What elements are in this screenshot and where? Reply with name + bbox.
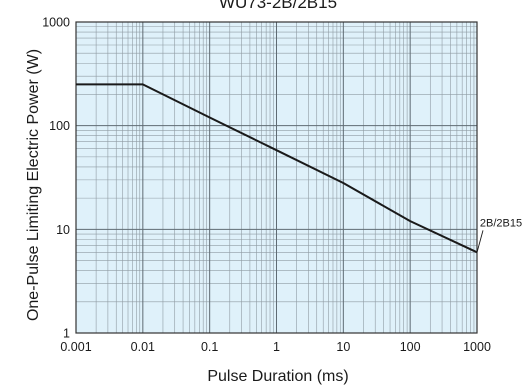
y-axis-title: One-Pulse Limiting Electric Power (W) [25,49,42,321]
y-axis-ticks: 1 10 100 1000 [42,16,70,341]
series-label-leader [476,230,484,253]
y-tick-label: 1000 [42,16,70,30]
y-tick-label: 10 [56,223,70,237]
y-tick-label: 100 [49,119,70,133]
x-tick-label: 0.1 [201,340,218,354]
plot-frame [75,21,478,334]
series-layer: 2B/2B15 [76,83,522,254]
series-label: 2B/2B15 [480,217,522,229]
x-tick-label: 100 [400,340,421,354]
series-line [76,83,478,254]
x-tick-label: 1000 [463,340,491,354]
y-tick-label: 1 [63,327,70,341]
x-tick-label: 1 [273,340,280,354]
x-tick-label: 0.001 [60,340,91,354]
x-tick-label: 0.01 [131,340,155,354]
x-tick-label: 10 [336,340,350,354]
chart-title: WU73-2B/2B15 [219,0,337,12]
x-axis-ticks: 0.001 0.01 0.1 1 10 100 1000 [60,340,491,354]
x-axis-title: Pulse Duration (ms) [207,368,348,385]
